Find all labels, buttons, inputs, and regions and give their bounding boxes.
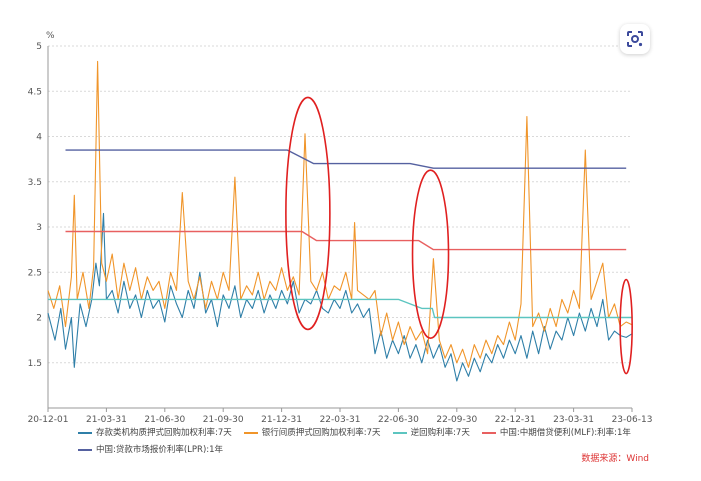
x-tick-label: 21-06-30	[144, 415, 185, 425]
y-tick-label: 2.5	[28, 268, 42, 278]
legend-item[interactable]: 银行间质押式回购加权利率:7天	[243, 425, 381, 441]
google-lens-icon	[627, 31, 643, 47]
data-source-note: 数据来源：Wind	[581, 454, 649, 464]
legend-label: 存款类机构质押式回购加权利率:7天	[96, 428, 232, 438]
x-tick-label: 20-12-01	[28, 415, 69, 425]
legend-label: 逆回购利率:7天	[410, 428, 470, 438]
y-tick-label: 4	[36, 133, 42, 143]
highlight-ellipse	[285, 96, 331, 331]
y-tick-label: 4.5	[28, 87, 42, 97]
x-tick-label: 21-12-31	[261, 415, 302, 425]
y-axis-unit-label: %	[46, 31, 55, 41]
y-tick-label: 3	[36, 223, 42, 233]
legend-swatch	[481, 432, 496, 434]
x-tick-label: 22-12-31	[495, 415, 536, 425]
legend-swatch	[243, 432, 258, 434]
y-tick-label: 1.5	[28, 359, 42, 369]
y-tick-label: 3.5	[28, 178, 42, 188]
legend-swatch	[78, 432, 92, 434]
legend-item[interactable]: 存款类机构质押式回购加权利率:7天	[78, 425, 232, 441]
chart-legend: 存款类机构质押式回购加权利率:7天 银行间质押式回购加权利率:7天 逆回购利率:7天…	[78, 424, 678, 458]
legend-item[interactable]: 中国:中期借贷便利(MLF):利率:1年	[481, 425, 631, 441]
x-tick-label: 23-03-31	[553, 415, 594, 425]
x-tick-label: 22-03-31	[320, 415, 361, 425]
legend-label: 中国:贷款市场报价利率(LPR):1年	[96, 445, 224, 455]
x-tick-label: 23-06-13	[612, 415, 653, 425]
axes: 1.5 2 2.5 3 3.5 4 4.5 5 20-12-01 21-03-31 21-06-30…	[28, 42, 653, 425]
x-tick-label: 22-09-30	[436, 415, 477, 425]
series-line-0	[47, 212, 633, 382]
highlight-ellipse	[411, 169, 450, 339]
y-tick-label: 5	[36, 42, 42, 52]
series-line-2	[48, 298, 632, 319]
legend-label: 银行间质押式回购加权利率:7天	[261, 428, 381, 438]
series-line-1	[47, 60, 633, 368]
legend-item[interactable]: 中国:贷款市场报价利率(LPR):1年	[78, 442, 223, 458]
series-line-3	[65, 230, 627, 251]
google-lens-button[interactable]	[620, 24, 650, 54]
legend-swatch	[78, 449, 92, 451]
y-tick-label: 2	[36, 314, 42, 324]
series-line-4	[65, 149, 627, 169]
legend-item[interactable]: 逆回购利率:7天	[392, 425, 470, 441]
x-tick-label: 21-09-30	[203, 415, 244, 425]
series-lines	[47, 60, 633, 382]
grid-lines	[48, 45, 632, 364]
highlight-ellipse	[619, 278, 633, 375]
x-tick-label: 22-06-30	[378, 415, 419, 425]
legend-swatch	[392, 432, 407, 434]
highlight-ellipses	[285, 96, 633, 375]
x-tick-label: 21-03-31	[86, 415, 127, 425]
legend-label: 中国:中期借贷便利(MLF):利率:1年	[499, 428, 631, 438]
